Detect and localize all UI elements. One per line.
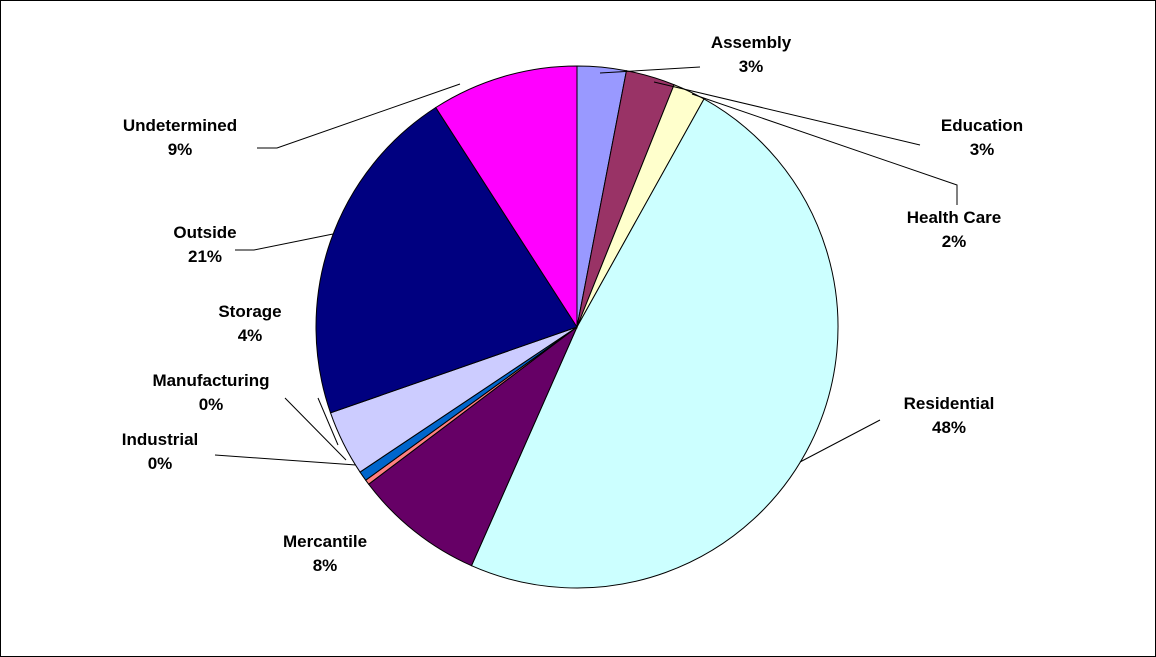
leader-line-residential — [799, 419, 881, 463]
leader-line-outside — [235, 233, 334, 251]
pie-slice-mercantile — [367, 325, 579, 567]
slice-percent-mercantile: 8% — [313, 556, 338, 575]
slice-label-health-care: Health Care — [907, 208, 1001, 227]
slice-labels: Assembly 3% Education 3% Health Care 2% Reside… — [122, 33, 1023, 575]
slice-percent-assembly: 3% — [739, 57, 764, 76]
slice-percent-outside: 21% — [188, 247, 222, 266]
leader-line-storage — [317, 397, 339, 446]
slice-label-manufacturing: Manufacturing — [152, 371, 269, 390]
slice-percent-education: 3% — [970, 140, 995, 159]
leader-line-education — [653, 81, 921, 146]
leader-line-health-care — [691, 93, 958, 205]
slice-percent-storage: 4% — [238, 326, 263, 345]
slice-label-assembly: Assembly — [711, 33, 792, 52]
leader-line-assembly — [599, 66, 701, 74]
slice-percent-manufacturing: 0% — [199, 395, 224, 414]
leader-line-manufacturing — [284, 397, 347, 461]
slice-percent-industrial: 0% — [148, 454, 173, 473]
slice-label-residential: Residential — [904, 394, 995, 413]
leader-lines — [214, 66, 958, 466]
slice-label-undetermined: Undetermined — [123, 116, 237, 135]
slice-percent-residential: 48% — [932, 418, 966, 437]
pie-slice-residential — [470, 98, 839, 589]
slice-percent-undetermined: 9% — [168, 140, 193, 159]
leader-line-industrial — [214, 454, 357, 466]
slice-label-storage: Storage — [218, 302, 281, 321]
slice-label-industrial: Industrial — [122, 430, 199, 449]
slice-label-mercantile: Mercantile — [283, 532, 367, 551]
pie-slice-outside — [315, 106, 578, 414]
slice-label-outside: Outside — [173, 223, 236, 242]
pie-slices — [315, 65, 839, 589]
slice-percent-health-care: 2% — [942, 232, 967, 251]
slice-label-education: Education — [941, 116, 1023, 135]
pie-slice-undetermined — [435, 65, 578, 329]
leader-line-undetermined — [257, 83, 461, 149]
